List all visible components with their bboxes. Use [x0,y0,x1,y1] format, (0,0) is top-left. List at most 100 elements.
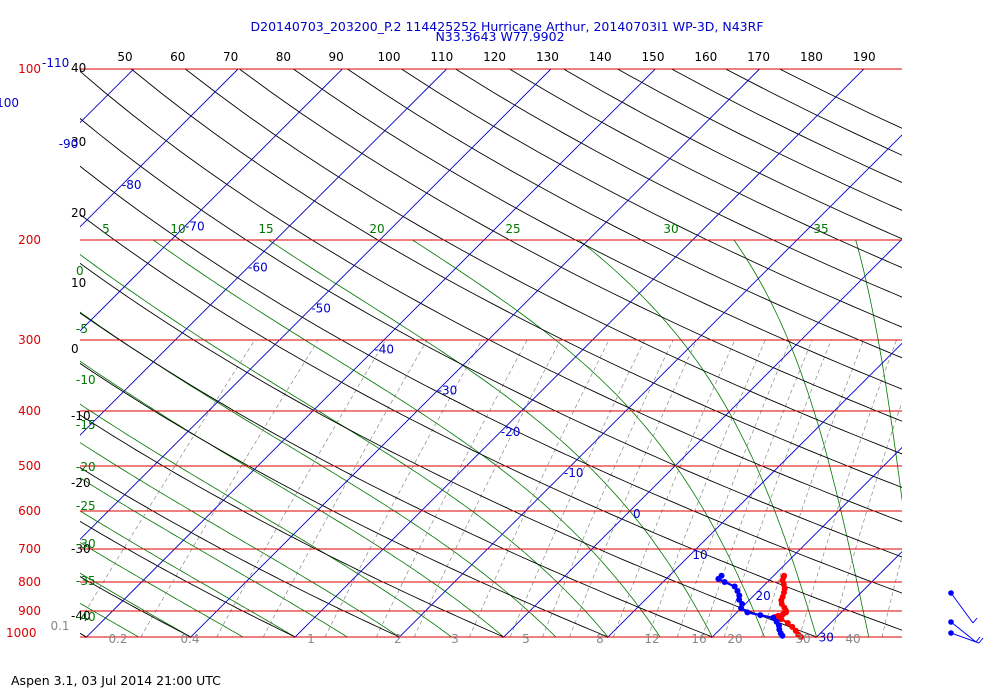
moist-adiabat-left-label: -40 [76,610,96,624]
dry-adiabat [617,69,902,211]
moist-adiabat-label: 25 [505,222,520,236]
isotherm-label: -80 [122,178,142,192]
mixing-ratio-line [376,339,528,638]
mixing-ratio-line [216,339,386,638]
dry-adiabat [80,520,296,638]
top-temp-tick: 60 [170,50,185,64]
profile-point-temperature [789,623,796,630]
left-temp-label: 20 [71,206,86,220]
mixing-ratio-line [830,401,902,638]
moist-adiabat [80,253,609,638]
dry-adiabats [80,69,902,638]
pressure-label: 400 [18,404,41,418]
moist-adiabat [855,239,902,502]
top-temp-tick: 140 [589,50,612,64]
profile-point-dewpoint [721,578,728,585]
left-temp-label: -30 [71,542,91,556]
moist-adiabat-left-label: -20 [76,460,96,474]
dry-adiabat [563,69,902,240]
profile-point-dewpoint [715,575,722,582]
moist-adiabat-label: 10 [170,222,185,236]
dry-adiabat [80,117,902,558]
isotherm-line [80,69,447,436]
dry-adiabat [725,69,902,156]
moist-adiabat-left-label: 0 [76,264,84,278]
dry-adiabat [80,414,504,638]
pressure-label: 800 [18,575,41,589]
isotherm-line [398,134,902,638]
moist-adiabat [80,541,244,638]
isotherm-line [920,69,1000,638]
profile-point-dewpoint [736,596,743,603]
mixing-ratio-label: 2 [394,632,402,646]
moist-adiabat-left-label: -10 [76,373,96,387]
pressure-label: 700 [18,542,41,556]
chart-title-line1: D20140703_203200_P.2 114425252 Hurricane… [250,19,763,34]
dry-adiabat [80,213,902,631]
dry-adiabat [80,576,192,638]
top-temp-tick: 130 [536,50,559,64]
left-temp-label: -10 [71,409,91,423]
left-temp-label: -20 [71,476,91,490]
wind-barb-shaft [950,632,980,644]
pressure-label: 1000 [6,626,37,640]
mixing-ratio-line [413,339,561,638]
top-temp-tick: 180 [800,50,823,64]
wind-barb-flag [978,637,984,644]
moist-adiabat-left-label: -15 [76,418,96,432]
mixing-ratio-line [723,339,832,638]
mixing-ratio-label: 16 [691,632,706,646]
isotherm-line [710,446,902,638]
isotherm-label: -70 [185,219,205,233]
mixing-ratio-label: 20 [727,632,742,646]
isotherm-label: -100 [0,96,19,110]
profile-point-temperature [780,611,787,618]
pressure-extra-label: -110 [42,56,69,70]
dry-adiabat [80,165,902,594]
dry-adiabat [293,69,902,390]
top-temp-tick: 80 [276,50,291,64]
pressure-label: 500 [18,459,41,473]
moist-adiabat-label: 35 [813,222,828,236]
wind-barb-flag [972,617,978,624]
mixing-ratio-line [262,339,428,638]
isotherm-label: -20 [501,425,521,439]
mixing-ratio-line [647,339,766,638]
dry-adiabat [80,312,713,638]
sounding-profiles [715,572,804,640]
mixing-ratio-line [881,555,902,638]
wind-barb-shaft [950,592,974,624]
isotherm-line [80,69,343,332]
dry-adiabat [239,69,902,422]
mixing-ratio-label: 30 [795,632,810,646]
dry-adiabat [185,69,902,455]
top-temp-tick: 100 [378,50,401,64]
dry-adiabat [80,262,817,638]
profile-point-dewpoint [770,614,777,621]
isotherm-label: -50 [311,302,331,316]
profile-point-dewpoint [738,605,745,612]
moist-adiabat [733,239,870,638]
mixing-ratio-label: 0.4 [180,632,199,646]
isotherm-line [606,342,902,638]
top-temp-tick: 190 [853,50,876,64]
dry-adiabat [401,69,902,328]
profile-point-dewpoint [744,609,751,616]
isotherm-label: 20 [756,589,771,603]
top-temp-tick: 70 [223,50,238,64]
top-temp-tick: 90 [329,50,344,64]
moist-adiabat-left-label: -35 [76,574,96,588]
mixing-ratio-line [324,339,483,638]
left-temp-label: -40 [71,609,91,623]
profile-point-temperature [784,620,791,627]
mixing-ratio-label: 5 [522,632,530,646]
top-temp-tick: 50 [117,50,132,64]
moist-adiabat-label: 20 [369,222,384,236]
moist-adiabat-left-label: -5 [76,322,88,336]
wind-barb-flag [975,636,981,643]
mixing-ratio-label: 3 [451,632,459,646]
profile-point-dewpoint [779,632,786,639]
moist-adiabat-left-label: -25 [76,499,96,513]
mixing-ratio-label: 0.2 [108,632,127,646]
